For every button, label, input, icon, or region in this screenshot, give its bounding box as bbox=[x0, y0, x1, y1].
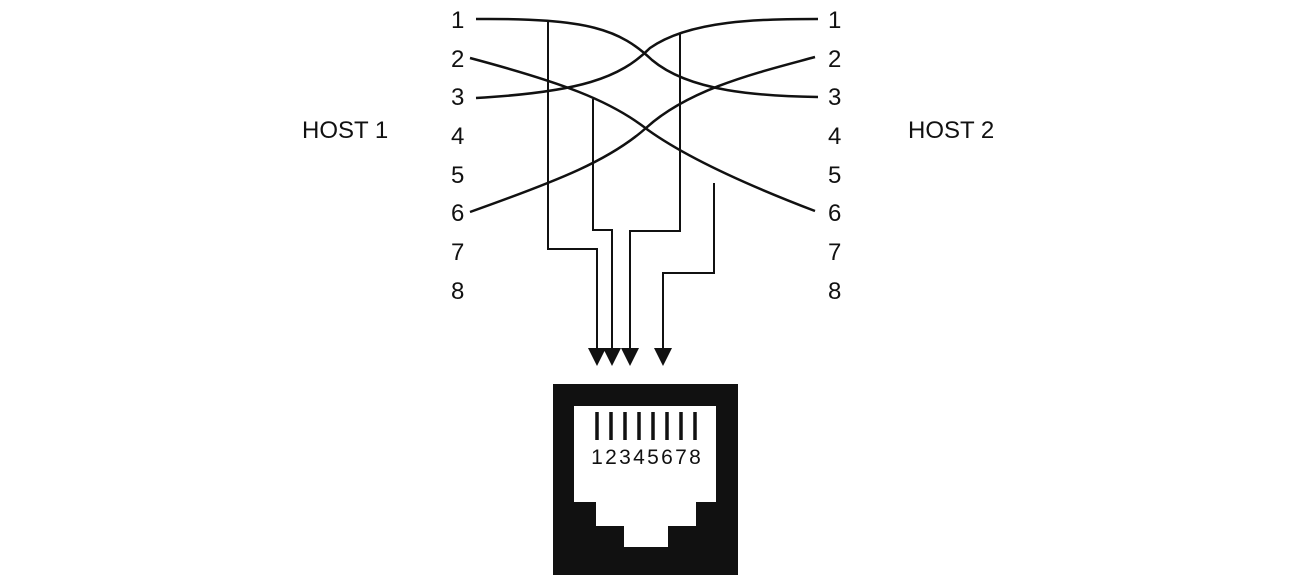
jack-pin-8-label: 8 bbox=[689, 446, 701, 469]
tap-lines bbox=[547, 21, 715, 350]
host1-pin-5: 5 bbox=[451, 162, 464, 189]
jack-pin-5-label: 5 bbox=[647, 446, 659, 469]
host1-pin-2: 2 bbox=[451, 46, 464, 73]
host2-pin-5: 5 bbox=[828, 162, 841, 189]
host2-pin-4: 4 bbox=[828, 123, 841, 150]
host1-label: HOST 1 bbox=[302, 117, 388, 144]
jack-pin-4-label: 4 bbox=[633, 446, 645, 469]
host2-pin-6: 6 bbox=[828, 200, 841, 227]
jack-opening bbox=[574, 406, 716, 547]
tap-line-3 bbox=[629, 34, 681, 350]
host1-pin-6: 6 bbox=[451, 200, 464, 227]
jack-pin-3-label: 3 bbox=[619, 446, 631, 469]
arrow-down-icon bbox=[621, 348, 639, 366]
host2-label: HOST 2 bbox=[908, 117, 994, 144]
host2-pin-3: 3 bbox=[828, 84, 841, 111]
tap-line-4 bbox=[662, 183, 715, 350]
host1-pin-4: 4 bbox=[451, 123, 464, 150]
host1-pin-8: 8 bbox=[451, 278, 464, 305]
arrow-down-icon bbox=[654, 348, 672, 366]
tap-line-2 bbox=[592, 99, 613, 350]
wire-h1-1-to-h2-3 bbox=[475, 17, 819, 99]
arrowheads bbox=[588, 348, 672, 366]
host2-pin-1: 1 bbox=[828, 7, 841, 34]
jack-pin-1-label: 1 bbox=[591, 446, 603, 469]
host2-pin-2: 2 bbox=[828, 46, 841, 73]
wire-h1-6-to-h2-2 bbox=[469, 55, 816, 214]
wire-h1-3-to-h2-1 bbox=[475, 17, 819, 100]
arrow-down-icon bbox=[603, 348, 621, 366]
wire-h1-2-to-h2-6 bbox=[469, 56, 816, 213]
rj45-jack: 1 2 3 4 5 6 7 8 bbox=[553, 384, 738, 575]
jack-pin-7-label: 7 bbox=[675, 446, 687, 469]
host1-pin-3: 3 bbox=[451, 84, 464, 111]
crossover-wires bbox=[469, 17, 819, 214]
host2-pin-8: 8 bbox=[828, 278, 841, 305]
host1-pin-1: 1 bbox=[451, 7, 464, 34]
host2-pin-7: 7 bbox=[828, 239, 841, 266]
arrow-down-icon bbox=[588, 348, 606, 366]
host2-pin-list: 1 2 3 4 5 6 7 8 bbox=[828, 7, 841, 305]
tap-line-1 bbox=[547, 21, 598, 350]
jack-pin-6-label: 6 bbox=[661, 446, 673, 469]
jack-pin-2-label: 2 bbox=[605, 446, 617, 469]
host1-pin-list: 1 2 3 4 5 6 7 8 bbox=[451, 7, 464, 305]
host1-pin-7: 7 bbox=[451, 239, 464, 266]
